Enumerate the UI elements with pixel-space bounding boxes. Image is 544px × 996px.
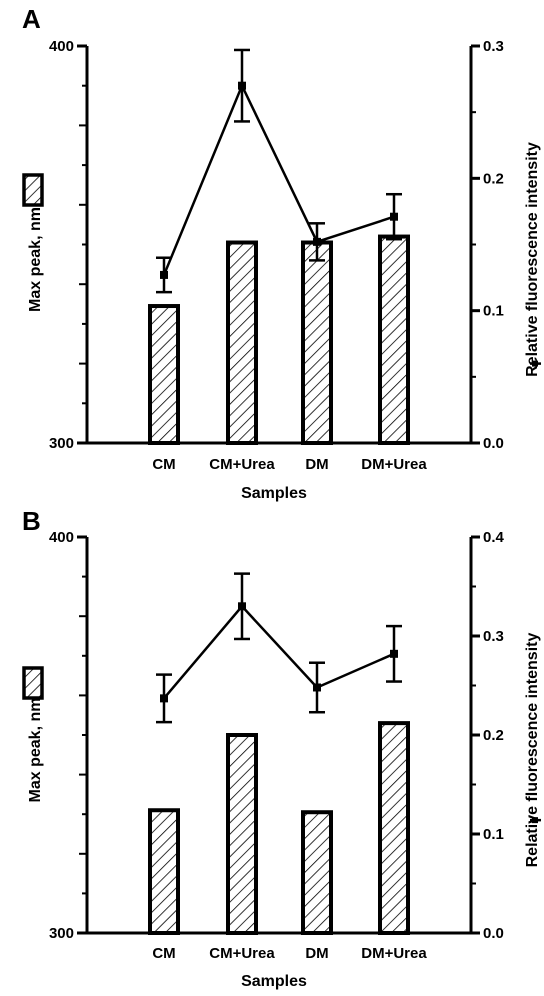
- bar-dm: [301, 240, 333, 445]
- category-label: DM: [305, 456, 328, 473]
- left-axis-title: Max peak, nm: [27, 698, 44, 803]
- bar-cm: [148, 304, 180, 445]
- category-label: DM+Urea: [361, 456, 427, 473]
- bar-cm-urea: [226, 240, 258, 445]
- chart-panel-b: B 300 400 0.0 0.1 0.2 0.3 0.4 CM CM+Urea DM DM+Urea…: [22, 506, 541, 990]
- left-axis-title: Max peak, nm: [27, 207, 44, 312]
- category-label: CM+Urea: [209, 456, 275, 473]
- intensity-line: [163, 604, 395, 700]
- x-axis-title: Samples: [241, 485, 307, 502]
- bar-cm-urea: [226, 733, 258, 935]
- chart-panel-a: A 300 400 0.0 0.1 0.2 0.3 CM CM+Urea DM DM+Urea Sam…: [22, 4, 541, 502]
- right-tick-label: 0.2: [483, 727, 504, 744]
- intensity-point: [238, 81, 246, 90]
- category-label: CM: [152, 456, 175, 473]
- right-tick-label: 0.3: [483, 628, 504, 645]
- right-tick-label: 0.0: [483, 925, 504, 942]
- bar-cm: [148, 808, 180, 935]
- x-axis-title: Samples: [241, 973, 307, 990]
- left-tick-label: 300: [49, 435, 74, 452]
- category-label: CM: [152, 945, 175, 962]
- intensity-point: [313, 237, 321, 246]
- intensity-point: [160, 270, 168, 279]
- intensity-point: [390, 649, 398, 658]
- category-label: DM: [305, 945, 328, 962]
- intensity-point: [313, 683, 321, 692]
- panel-label: B: [22, 506, 41, 536]
- category-label: DM+Urea: [361, 945, 427, 962]
- bar-dm-urea: [378, 234, 410, 445]
- right-tick-label: 0.0: [483, 435, 504, 452]
- right-tick-label: 0.3: [483, 38, 504, 55]
- right-tick-label: 0.1: [483, 303, 504, 320]
- legend-bar-swatch: [22, 173, 44, 207]
- intensity-line: [162, 82, 395, 276]
- category-label: CM+Urea: [209, 945, 275, 962]
- left-tick-label: 300: [49, 925, 74, 942]
- panel-label: A: [22, 4, 41, 34]
- right-axis-title: Relative fluorescence intensity: [524, 142, 541, 377]
- intensity-point: [390, 212, 398, 221]
- right-axis-title: Relative fluorescence intensity: [524, 633, 541, 868]
- legend-line-marker: [532, 817, 538, 824]
- right-tick-label: 0.2: [483, 170, 504, 187]
- left-tick-label: 400: [49, 38, 74, 55]
- left-tick-label: 400: [49, 529, 74, 546]
- bar-dm: [301, 810, 333, 935]
- legend-bar-swatch: [22, 666, 44, 700]
- right-tick-label: 0.4: [483, 529, 505, 546]
- right-tick-label: 0.1: [483, 826, 504, 843]
- intensity-point: [238, 602, 246, 611]
- legend-line-marker: [532, 360, 538, 367]
- intensity-point: [160, 694, 168, 703]
- bar-dm-urea: [378, 721, 410, 935]
